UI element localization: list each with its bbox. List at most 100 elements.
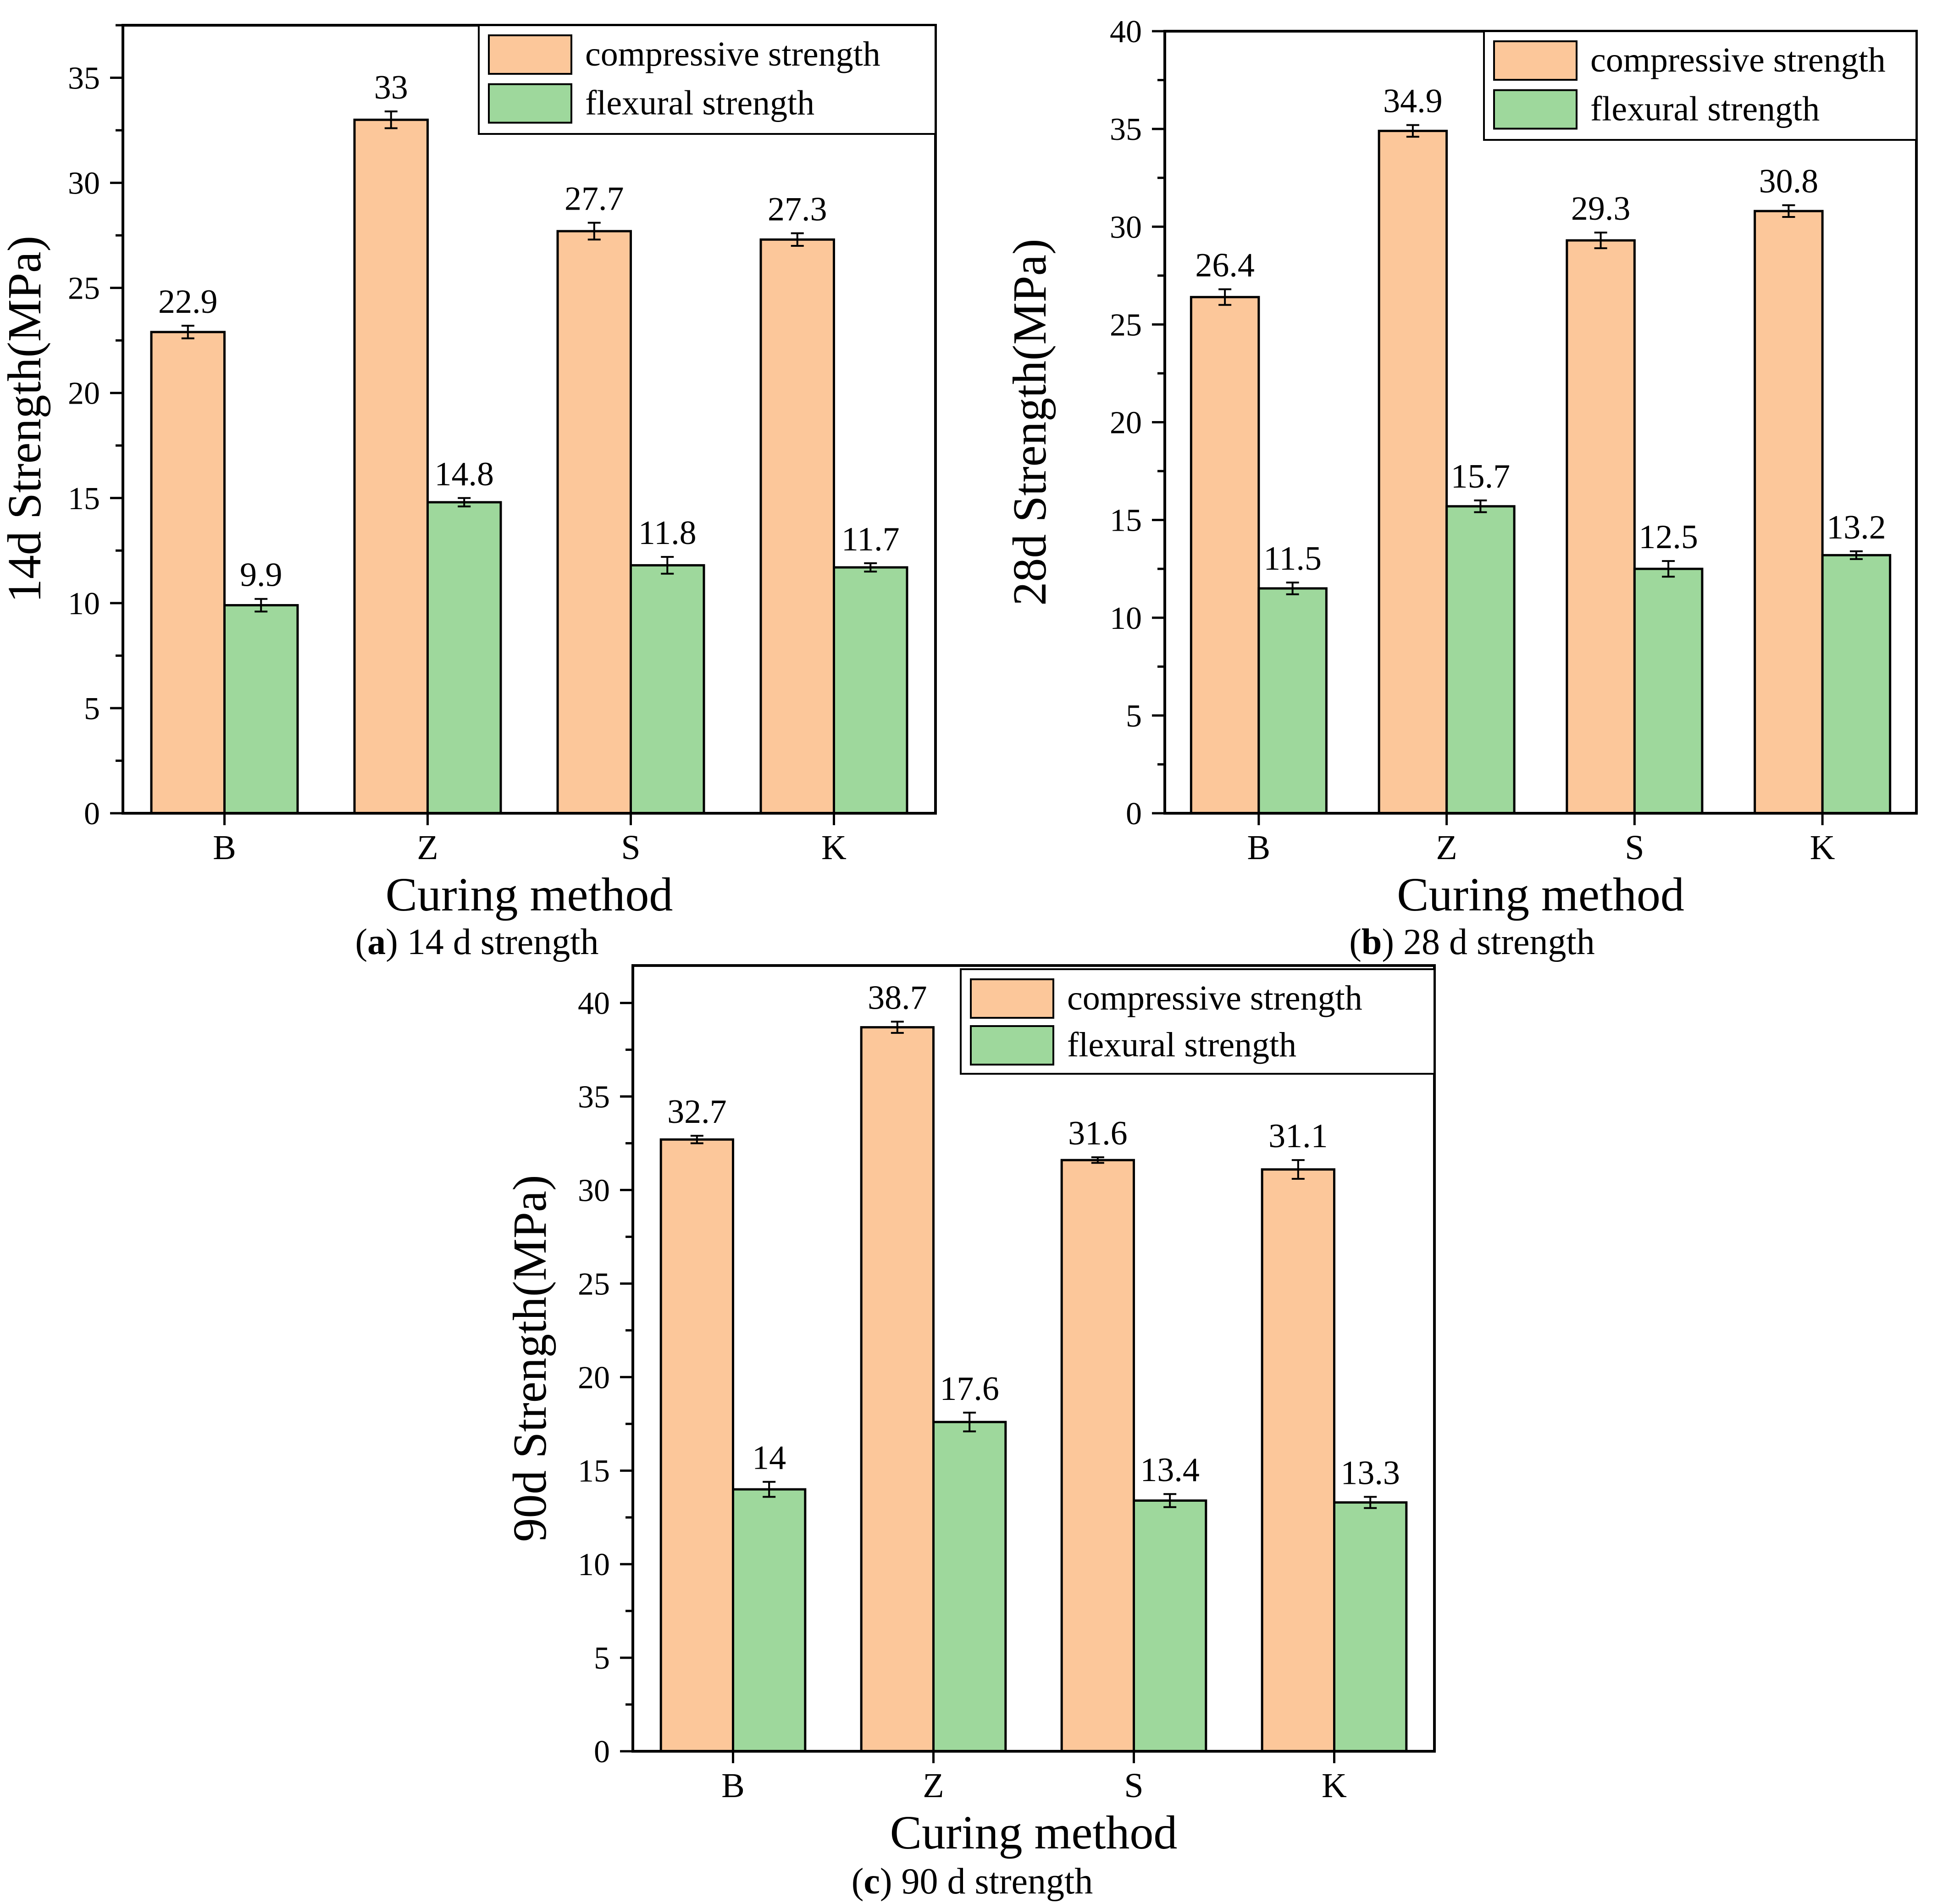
data-label: 14.8 xyxy=(434,455,494,493)
error-bar xyxy=(864,562,877,573)
y-tick-label: 5 xyxy=(84,691,100,727)
data-label: 13.3 xyxy=(1340,1454,1400,1492)
x-tick-label: Z xyxy=(1436,828,1457,867)
panel-caption: (c) 90 d strength xyxy=(852,1861,1093,1902)
bar-flexural-Z xyxy=(1445,505,1516,815)
y-tick-label: 5 xyxy=(1126,699,1142,734)
panel-caption: (b) 28 d strength xyxy=(1349,922,1595,962)
data-label: 22.9 xyxy=(158,283,218,321)
bar-compressive-K xyxy=(1754,210,1824,815)
bar-flexural-K xyxy=(1821,554,1892,815)
error-bar xyxy=(763,1481,776,1498)
bar-flexural-B xyxy=(732,1488,807,1753)
bar-compressive-S xyxy=(1060,1159,1135,1753)
bar-flexural-Z xyxy=(932,1421,1007,1753)
y-axis: 0 5 10 15 20 25 30 35 xyxy=(68,24,123,832)
error-bar xyxy=(384,110,398,129)
y-tick-label: 25 xyxy=(578,1266,610,1302)
y-tick-label: 25 xyxy=(1110,307,1142,343)
data-label: 11.5 xyxy=(1263,540,1322,577)
bar-flexural-K xyxy=(833,566,908,815)
y-axis-title: 90d Strength(MPa) xyxy=(504,1175,556,1542)
error-bar xyxy=(690,1135,703,1144)
y-tick-label: 35 xyxy=(68,61,100,96)
y-axis: 0 5 10 15 20 25 30 35 40 xyxy=(1110,14,1165,832)
bar-flexural-S xyxy=(1633,567,1704,815)
error-bar xyxy=(1406,124,1419,138)
bar-compressive-K xyxy=(1261,1168,1335,1753)
bar-flexural-S xyxy=(630,564,705,815)
y-axis-title: 14d Strength(MPa) xyxy=(0,236,51,603)
error-bar xyxy=(963,1411,976,1432)
bar-compressive-Z xyxy=(860,1026,935,1753)
data-label: 27.3 xyxy=(768,191,827,228)
data-label: 9.9 xyxy=(240,556,282,594)
data-label: 32.7 xyxy=(667,1093,727,1131)
y-tick-label: 10 xyxy=(578,1547,610,1582)
bar-compressive-Z xyxy=(353,118,429,815)
error-bar xyxy=(791,232,804,247)
chart-panel-b: 26.4 34.9 29.3 30.8 11.5 15.7 12.5 13.2 0 5 10 15 20… xyxy=(1003,14,1918,921)
bar-compressive-K xyxy=(759,238,836,815)
panel-caption: (a) 14 d strength xyxy=(355,922,598,962)
error-bar xyxy=(1594,232,1607,250)
error-bar xyxy=(891,1021,904,1034)
y-tick-label: 20 xyxy=(68,376,100,411)
data-label: 31.6 xyxy=(1068,1115,1128,1152)
x-tick-label: S xyxy=(1124,1766,1143,1805)
bar-compressive-Z xyxy=(1378,129,1448,815)
error-bar xyxy=(587,222,601,241)
data-label: 29.3 xyxy=(1571,190,1631,228)
x-tick-label: K xyxy=(1810,828,1835,867)
y-axis-title: 28d Strength(MPa) xyxy=(1003,239,1056,605)
y-tick-label: 30 xyxy=(578,1173,610,1208)
y-tick-label: 25 xyxy=(68,271,100,306)
error-bar xyxy=(1163,1493,1177,1508)
legend-swatch xyxy=(488,83,572,124)
data-label: 15.7 xyxy=(1451,458,1511,495)
x-tick-label: Z xyxy=(417,828,438,867)
bar-compressive-S xyxy=(556,230,632,815)
data-label: 13.2 xyxy=(1827,509,1886,546)
error-bar xyxy=(1662,560,1675,578)
data-label: 13.4 xyxy=(1140,1451,1200,1489)
y-tick-label: 15 xyxy=(578,1454,610,1489)
bar-compressive-B xyxy=(659,1138,735,1753)
plot-frame xyxy=(631,964,1436,1753)
y-tick-label: 0 xyxy=(84,796,100,832)
y-tick-label: 40 xyxy=(1110,14,1142,50)
x-tick-label: Z xyxy=(923,1766,944,1805)
x-tick-label: S xyxy=(1625,828,1644,867)
error-bar xyxy=(661,556,674,575)
y-tick-label: 5 xyxy=(594,1641,610,1676)
legend-label: flexural strength xyxy=(1590,90,1820,128)
legend: compressive strength flexural strength xyxy=(1483,30,1917,141)
x-tick-label: B xyxy=(213,828,236,867)
bar-flexural-B xyxy=(1257,587,1328,815)
data-label: 34.9 xyxy=(1383,83,1443,120)
error-bar xyxy=(458,497,471,508)
y-tick-label: 15 xyxy=(68,481,100,516)
data-label: 17.6 xyxy=(940,1370,999,1408)
error-bar xyxy=(1091,1156,1104,1164)
y-tick-label: 20 xyxy=(578,1360,610,1395)
error-bar xyxy=(1849,550,1863,560)
legend-swatch xyxy=(1493,40,1578,81)
error-bar xyxy=(1218,288,1232,306)
y-tick-label: 0 xyxy=(594,1734,610,1770)
data-label: 11.8 xyxy=(638,514,697,552)
legend-swatch xyxy=(970,978,1054,1019)
legend-label: compressive strength xyxy=(1590,41,1886,79)
bar-compressive-B xyxy=(150,331,226,815)
data-label: 12.5 xyxy=(1638,518,1698,556)
x-axis-title: Curing method xyxy=(890,1806,1178,1859)
x-tick-label: S xyxy=(621,828,640,867)
bar-flexural-B xyxy=(223,604,299,815)
bar-flexural-Z xyxy=(426,501,502,815)
legend-swatch xyxy=(488,34,572,75)
error-bar xyxy=(255,598,268,613)
error-bar xyxy=(1286,582,1299,595)
